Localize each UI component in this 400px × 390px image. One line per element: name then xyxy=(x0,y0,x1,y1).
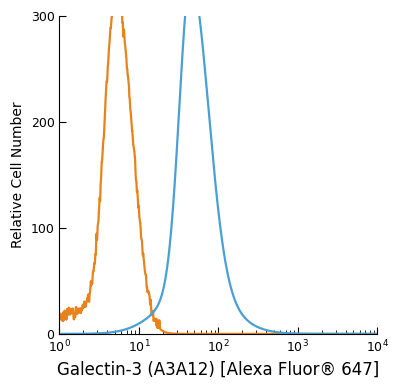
Y-axis label: Relative Cell Number: Relative Cell Number xyxy=(11,102,25,248)
X-axis label: Galectin-3 (A3A12) [Alexa Fluor® 647]: Galectin-3 (A3A12) [Alexa Fluor® 647] xyxy=(57,361,380,379)
